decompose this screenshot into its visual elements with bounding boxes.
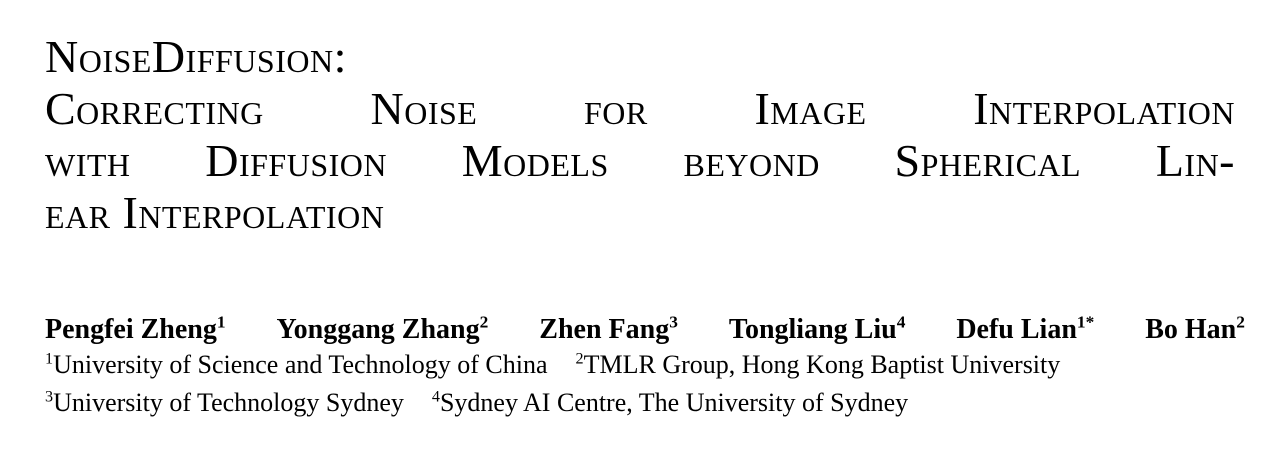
authors-row: Pengfei Zheng1 Yonggang Zhang2 Zhen Fang…	[45, 313, 1245, 347]
author-affil-marker: 1*	[1076, 312, 1095, 332]
author-affil-marker: 3	[669, 312, 678, 332]
author-affil-marker: 2	[479, 312, 489, 332]
affiliation-line-2: 3University of Technology Sydney 4Sydney …	[45, 384, 1245, 422]
affiliation-name: University of Technology Sydney	[53, 388, 404, 417]
author-name: Tongliang Liu	[728, 314, 897, 345]
title-line-3: with Diffusion Models beyond Spherical L…	[45, 135, 1235, 186]
affiliation-marker: 2	[575, 350, 584, 368]
affiliation-line-1: 1University of Science and Technology of…	[45, 346, 1245, 384]
author-name: Bo Han	[1145, 314, 1237, 345]
author-entry: Bo Han2	[1145, 313, 1245, 347]
affiliation-name: TMLR Group, Hong Kong Baptist University	[583, 350, 1061, 379]
affiliation-name: University of Science and Technology of …	[53, 350, 548, 379]
paper-title: NoiseDiffusion: Correcting Noise for Ima…	[45, 31, 1235, 239]
author-name: Zhen Fang	[539, 314, 670, 345]
author-affil-marker: 4	[896, 312, 906, 332]
title-line-1: NoiseDiffusion:	[45, 31, 347, 82]
affiliations: 1University of Science and Technology of…	[45, 346, 1245, 422]
author-affil-marker: 2	[1236, 312, 1245, 332]
author-name: Pengfei Zheng	[45, 314, 217, 345]
author-entry: Pengfei Zheng1	[45, 313, 226, 347]
author-affil-marker: 1	[216, 312, 226, 332]
affiliation-name: Sydney AI Centre, The University of Sydn…	[439, 388, 909, 417]
author-name: Yonggang Zhang	[276, 314, 480, 345]
affiliation-marker: 3	[45, 388, 54, 406]
author-entry: Yonggang Zhang2	[277, 313, 489, 347]
author-entry: Zhen Fang3	[539, 313, 678, 347]
affiliation-entry: 3University of Technology Sydney	[45, 388, 404, 417]
affiliation-entry: 4Sydney AI Centre, The University of Syd…	[432, 388, 908, 417]
title-line-2: Correcting Noise for Image Interpolation	[45, 83, 1235, 134]
affiliation-entry: 2TMLR Group, Hong Kong Baptist Universit…	[576, 350, 1061, 379]
author-entry: Defu Lian1*	[956, 313, 1094, 347]
affiliation-entry: 1University of Science and Technology of…	[45, 350, 548, 379]
author-entry: Tongliang Liu4	[729, 313, 906, 347]
affiliation-marker: 4	[431, 388, 440, 406]
author-name: Defu Lian	[956, 314, 1077, 345]
affiliation-marker: 1	[45, 350, 54, 368]
title-line-4: ear Interpolation	[45, 187, 385, 238]
